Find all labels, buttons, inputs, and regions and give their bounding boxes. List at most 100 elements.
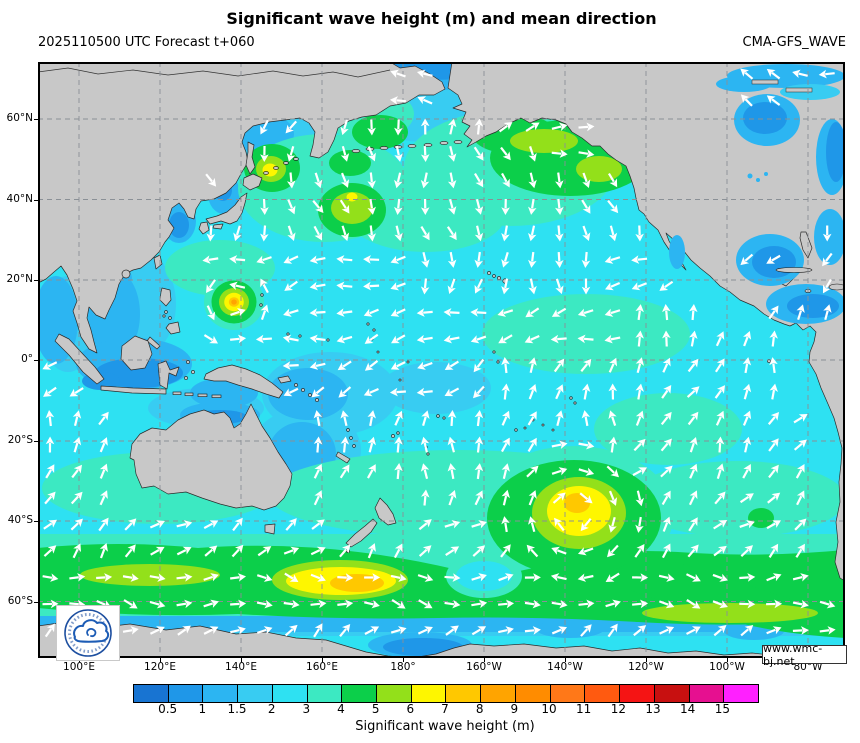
watermark-badge: www.wmc-bj.net [762, 642, 847, 668]
colorbar-cell [410, 685, 446, 702]
colorbar-tick-label: 9 [510, 702, 519, 716]
cuba-island [775, 267, 813, 273]
lat-label: 40°N [6, 192, 33, 205]
lon-label: 120°E [144, 661, 176, 673]
map-border [38, 62, 845, 658]
colorbar-tick-label: 12 [610, 702, 626, 716]
lon-label: 180° [390, 661, 416, 673]
hainan-island [121, 269, 131, 279]
colorbar-cell [723, 685, 758, 702]
lon-tick [484, 658, 485, 662]
tasmania-island [264, 523, 276, 535]
colorbar-cell [688, 685, 724, 702]
lon-label: 120°W [628, 661, 664, 673]
colorbar-tick-label: 7 [441, 702, 449, 716]
palawan-island [146, 336, 161, 350]
colorbar-cell [341, 685, 377, 702]
colorbar-tick-label: 1.5 [227, 702, 247, 716]
lat-tick [34, 360, 38, 361]
colorbar-cell [167, 685, 203, 702]
wave-height-map [38, 62, 845, 658]
lat-label: 60°S [7, 594, 33, 607]
lat-label: 60°N [6, 112, 33, 124]
colorbar-cell [514, 685, 550, 702]
colorbar-cell [134, 685, 168, 702]
lat-tick [34, 521, 38, 522]
sulawesi-island [157, 360, 180, 390]
colorbar-tick-label: 6 [406, 702, 415, 716]
colorbar [133, 684, 759, 703]
florida-peninsula [799, 231, 813, 259]
colorbar-cell [445, 685, 481, 702]
colorbar-tick-label: 1 [198, 702, 207, 716]
colorbar-tick-label: 13 [645, 702, 661, 716]
page-title: Significant wave height (m) and mean dir… [226, 9, 657, 28]
colorbar-cell [584, 685, 620, 702]
landmasses [38, 62, 845, 658]
sumatra-island [54, 333, 105, 385]
colorbar-tick-label: 4 [337, 702, 345, 716]
australia-landmass [129, 403, 293, 511]
model-name-label: CMA-GFS_WAVE [742, 35, 846, 50]
lat-tick [34, 441, 38, 442]
lon-tick [160, 658, 161, 662]
lon-label: 80°W [793, 661, 823, 673]
borneo-island [120, 335, 153, 371]
colorbar-tick-label: 10 [541, 702, 557, 716]
lat-label: 20°S [7, 434, 33, 446]
asia-landmass [38, 62, 446, 354]
new-zealand-north-island [374, 497, 397, 526]
lon-label: 140°E [225, 661, 257, 673]
lat-tick [34, 280, 38, 281]
colorbar-tick-label: 2 [267, 702, 276, 716]
colorbar-cell [306, 685, 342, 702]
lon-label: 100°E [63, 661, 95, 673]
forecast-time-label: 2025110500 UTC Forecast t+060 [38, 35, 255, 50]
lat-tick [34, 119, 38, 120]
lon-tick [646, 658, 647, 662]
shikoku-island [212, 223, 224, 230]
colorbar-tick-label: 15 [714, 702, 730, 716]
taiwan-island [153, 254, 163, 270]
lon-label: 160°E [306, 661, 338, 673]
lon-label: 160°W [466, 661, 502, 673]
new-zealand-south-island [345, 518, 378, 548]
new-caledonia-island [335, 451, 351, 464]
colorbar-cell [202, 685, 238, 702]
luzon-island [159, 287, 172, 307]
graticule [38, 62, 845, 658]
colorbar-cell [653, 685, 689, 702]
lat-label: 20°N [6, 273, 33, 285]
fiji-islands [391, 434, 395, 438]
honshu-island [205, 192, 248, 225]
china-meteorological-administration-emblem [64, 609, 112, 657]
map-canvas [38, 62, 845, 658]
arctic-coastline [38, 67, 391, 78]
sakhalin-island [245, 141, 256, 175]
hawaii-islands [487, 271, 491, 275]
kyushu-island [198, 221, 210, 235]
inland-seas [669, 64, 845, 324]
colorbar-cell [480, 685, 515, 702]
hispaniola-island [828, 283, 845, 291]
mindanao-island [165, 321, 181, 335]
colorbar-tick-label: 5 [371, 702, 380, 716]
colorbar-tick-label: 8 [475, 702, 484, 716]
new-britain-island [277, 375, 292, 384]
lat-tick [34, 199, 38, 201]
colorbar-cell [376, 685, 411, 702]
colorbar-cell [237, 685, 272, 702]
cma-logo [56, 605, 120, 661]
lat-tick [34, 601, 38, 603]
colorbar-tick-label: 14 [680, 702, 696, 716]
lon-label: 140°W [547, 661, 583, 673]
colorbar-cell [619, 685, 654, 702]
lon-tick [565, 658, 566, 662]
wave-direction-arrows [42, 68, 836, 638]
colorbar-tick-label: 11 [576, 702, 592, 716]
lat-label: 40°S [7, 514, 33, 526]
lon-tick [727, 658, 728, 662]
colorbar-tick-label: 3 [302, 702, 311, 716]
lon-label: 100°W [709, 661, 745, 673]
java-island [100, 385, 167, 395]
